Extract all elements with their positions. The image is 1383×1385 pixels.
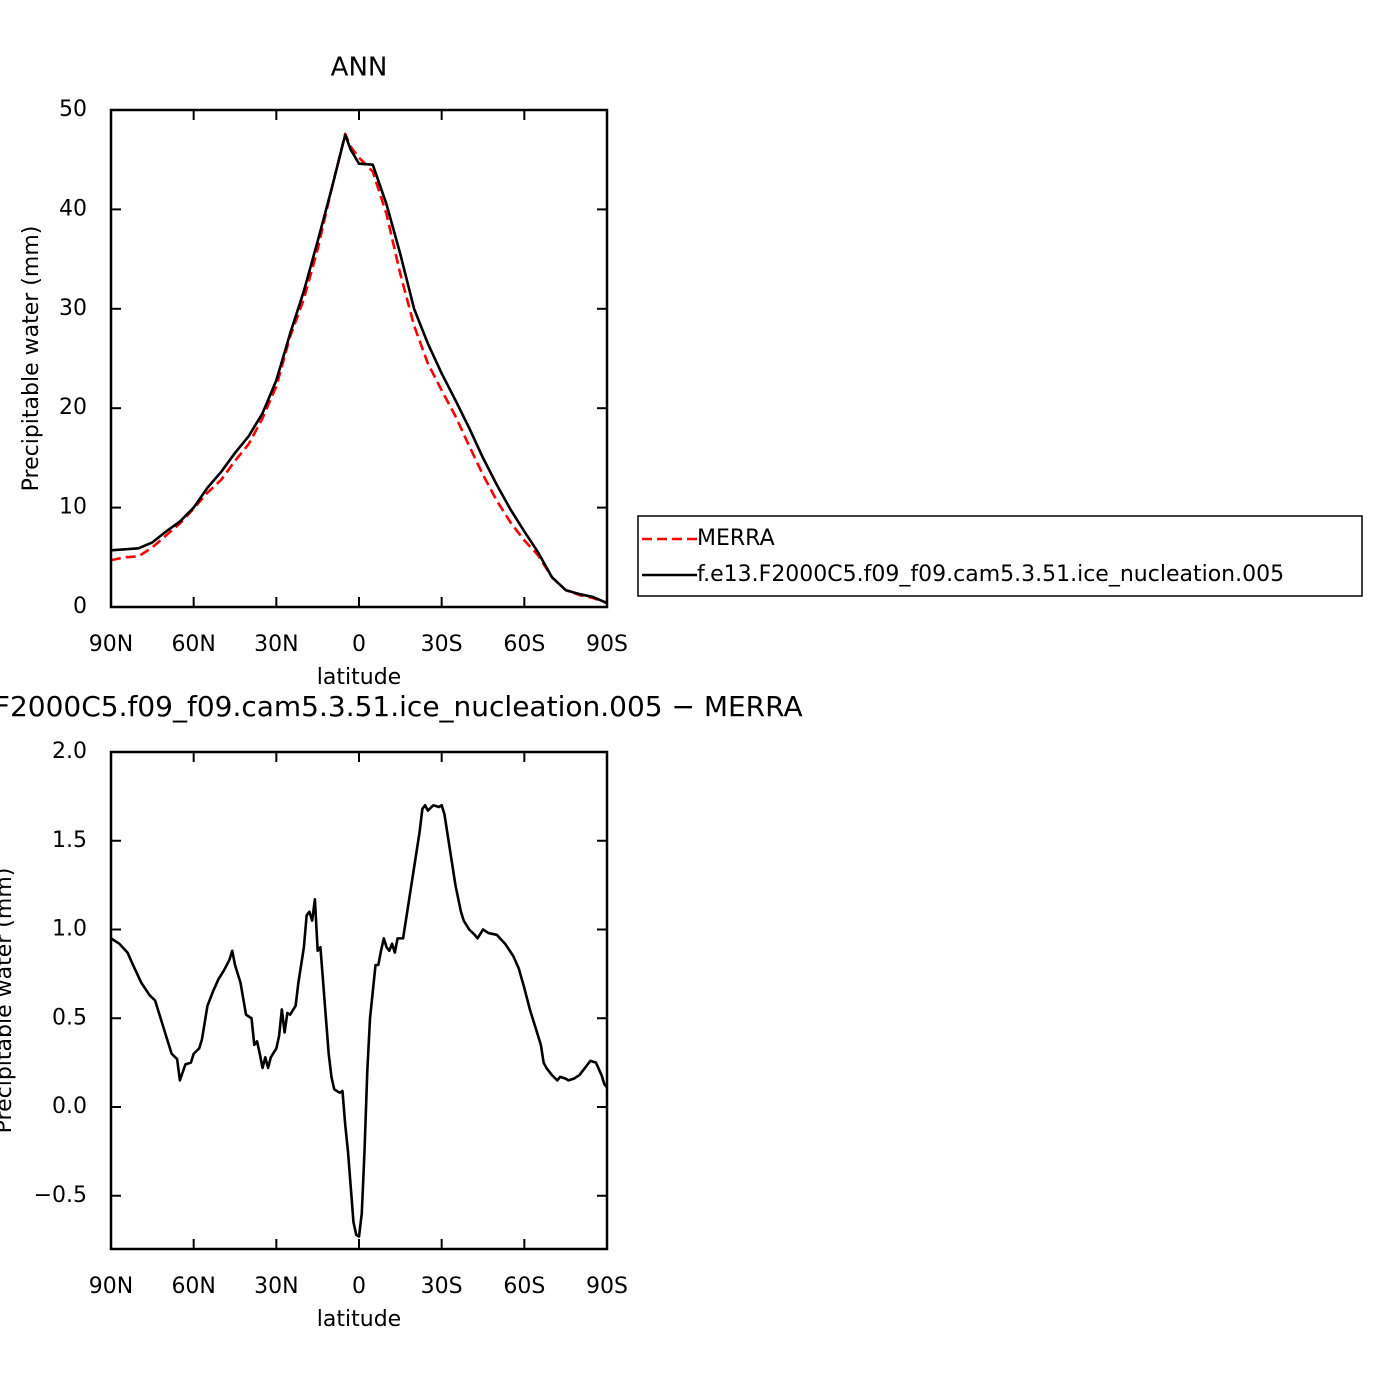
x-tick-label: 60N	[171, 632, 215, 657]
legend-label: f.e13.F2000C5.f09_f09.cam5.3.51.ice_nucl…	[697, 562, 1284, 587]
legend-label: MERRA	[697, 526, 775, 551]
y-tick-label: 40	[59, 196, 87, 221]
y-tick-label: 0	[73, 594, 87, 619]
data-line	[110, 132, 608, 605]
chart-title: f.e13.F2000C5.f09_f09.cam5.3.51.ice_nucl…	[0, 690, 803, 723]
y-tick-label: 0.5	[52, 1005, 87, 1030]
x-tick-label: 60S	[503, 1274, 545, 1299]
x-axis-label: latitude	[317, 665, 401, 690]
y-tick-label: 10	[59, 495, 87, 520]
data-line	[110, 803, 609, 1238]
x-tick-label: 30S	[421, 632, 463, 657]
y-axis-label: Precipitable water (mm)	[0, 868, 17, 1134]
x-tick-label: 60S	[503, 632, 545, 657]
plot-frame	[109, 750, 609, 1251]
y-axis-label: Precipitable water (mm)	[19, 226, 44, 492]
x-tick-label: 0	[352, 632, 366, 657]
y-tick-label: 20	[59, 395, 87, 420]
x-tick-label: 30N	[254, 632, 298, 657]
x-tick-label: 0	[352, 1274, 366, 1299]
y-tick-label: 2.0	[52, 739, 87, 764]
x-tick-label: 90S	[586, 1274, 628, 1299]
y-tick-label: 0.0	[52, 1094, 87, 1119]
x-tick-label: 60N	[171, 1274, 215, 1299]
x-tick-label: 30N	[254, 1274, 298, 1299]
data-line	[110, 133, 608, 605]
y-tick-label: 50	[59, 97, 87, 122]
x-tick-label: 90S	[586, 632, 628, 657]
y-tick-label: 1.5	[52, 828, 87, 853]
y-tick-label: 30	[59, 296, 87, 321]
x-axis-label: latitude	[317, 1307, 401, 1332]
x-tick-label: 90N	[89, 632, 133, 657]
x-tick-label: 90N	[89, 1274, 133, 1299]
chart-title: ANN	[331, 53, 388, 83]
x-tick-label: 30S	[421, 1274, 463, 1299]
y-tick-label: −0.5	[34, 1183, 87, 1208]
plot-frame	[109, 108, 609, 609]
y-tick-label: 1.0	[52, 917, 87, 942]
legend-box	[637, 515, 1363, 597]
